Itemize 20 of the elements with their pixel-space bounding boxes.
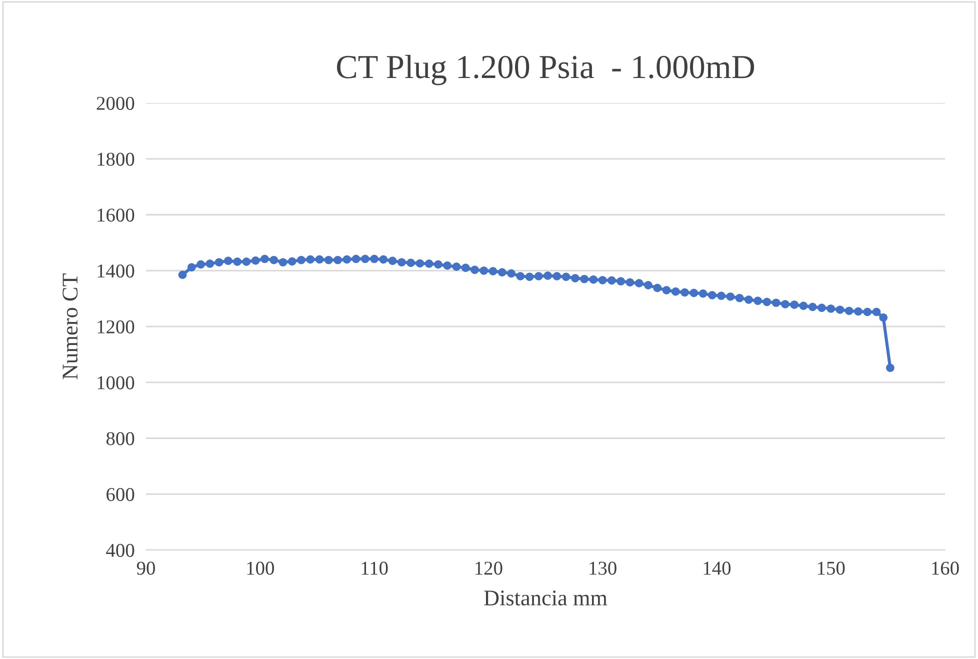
y-tick-label: 2000 (96, 96, 134, 110)
x-tick-label: 120 (476, 562, 502, 575)
y-tick-label: 600 (106, 488, 134, 502)
x-tick-label: 110 (362, 562, 388, 575)
y-tick-label: 1800 (98, 152, 134, 166)
x-tick-label: 150 (818, 562, 845, 575)
y-tick-label: 1000 (98, 376, 134, 390)
y-tick-label: 1400 (98, 264, 134, 278)
y-tick-label: 800 (106, 432, 134, 446)
chart-title: CT Plug 1.200 Psia - 1.000mD (336, 54, 754, 86)
y-tick-label: 400 (106, 544, 134, 557)
x-tick-label: 130 (590, 562, 616, 575)
x-tick-label: 160 (932, 562, 959, 575)
x-axis-title: Distancia mm (484, 590, 608, 606)
x-tick-label: 140 (704, 562, 731, 575)
y-tick-label: 1200 (98, 320, 134, 334)
y-tick-label: 1600 (98, 208, 134, 222)
x-tick-label: 90 (136, 562, 155, 575)
y-axis-title: Numero CT (62, 273, 78, 380)
x-tick-label: 100 (247, 562, 274, 575)
